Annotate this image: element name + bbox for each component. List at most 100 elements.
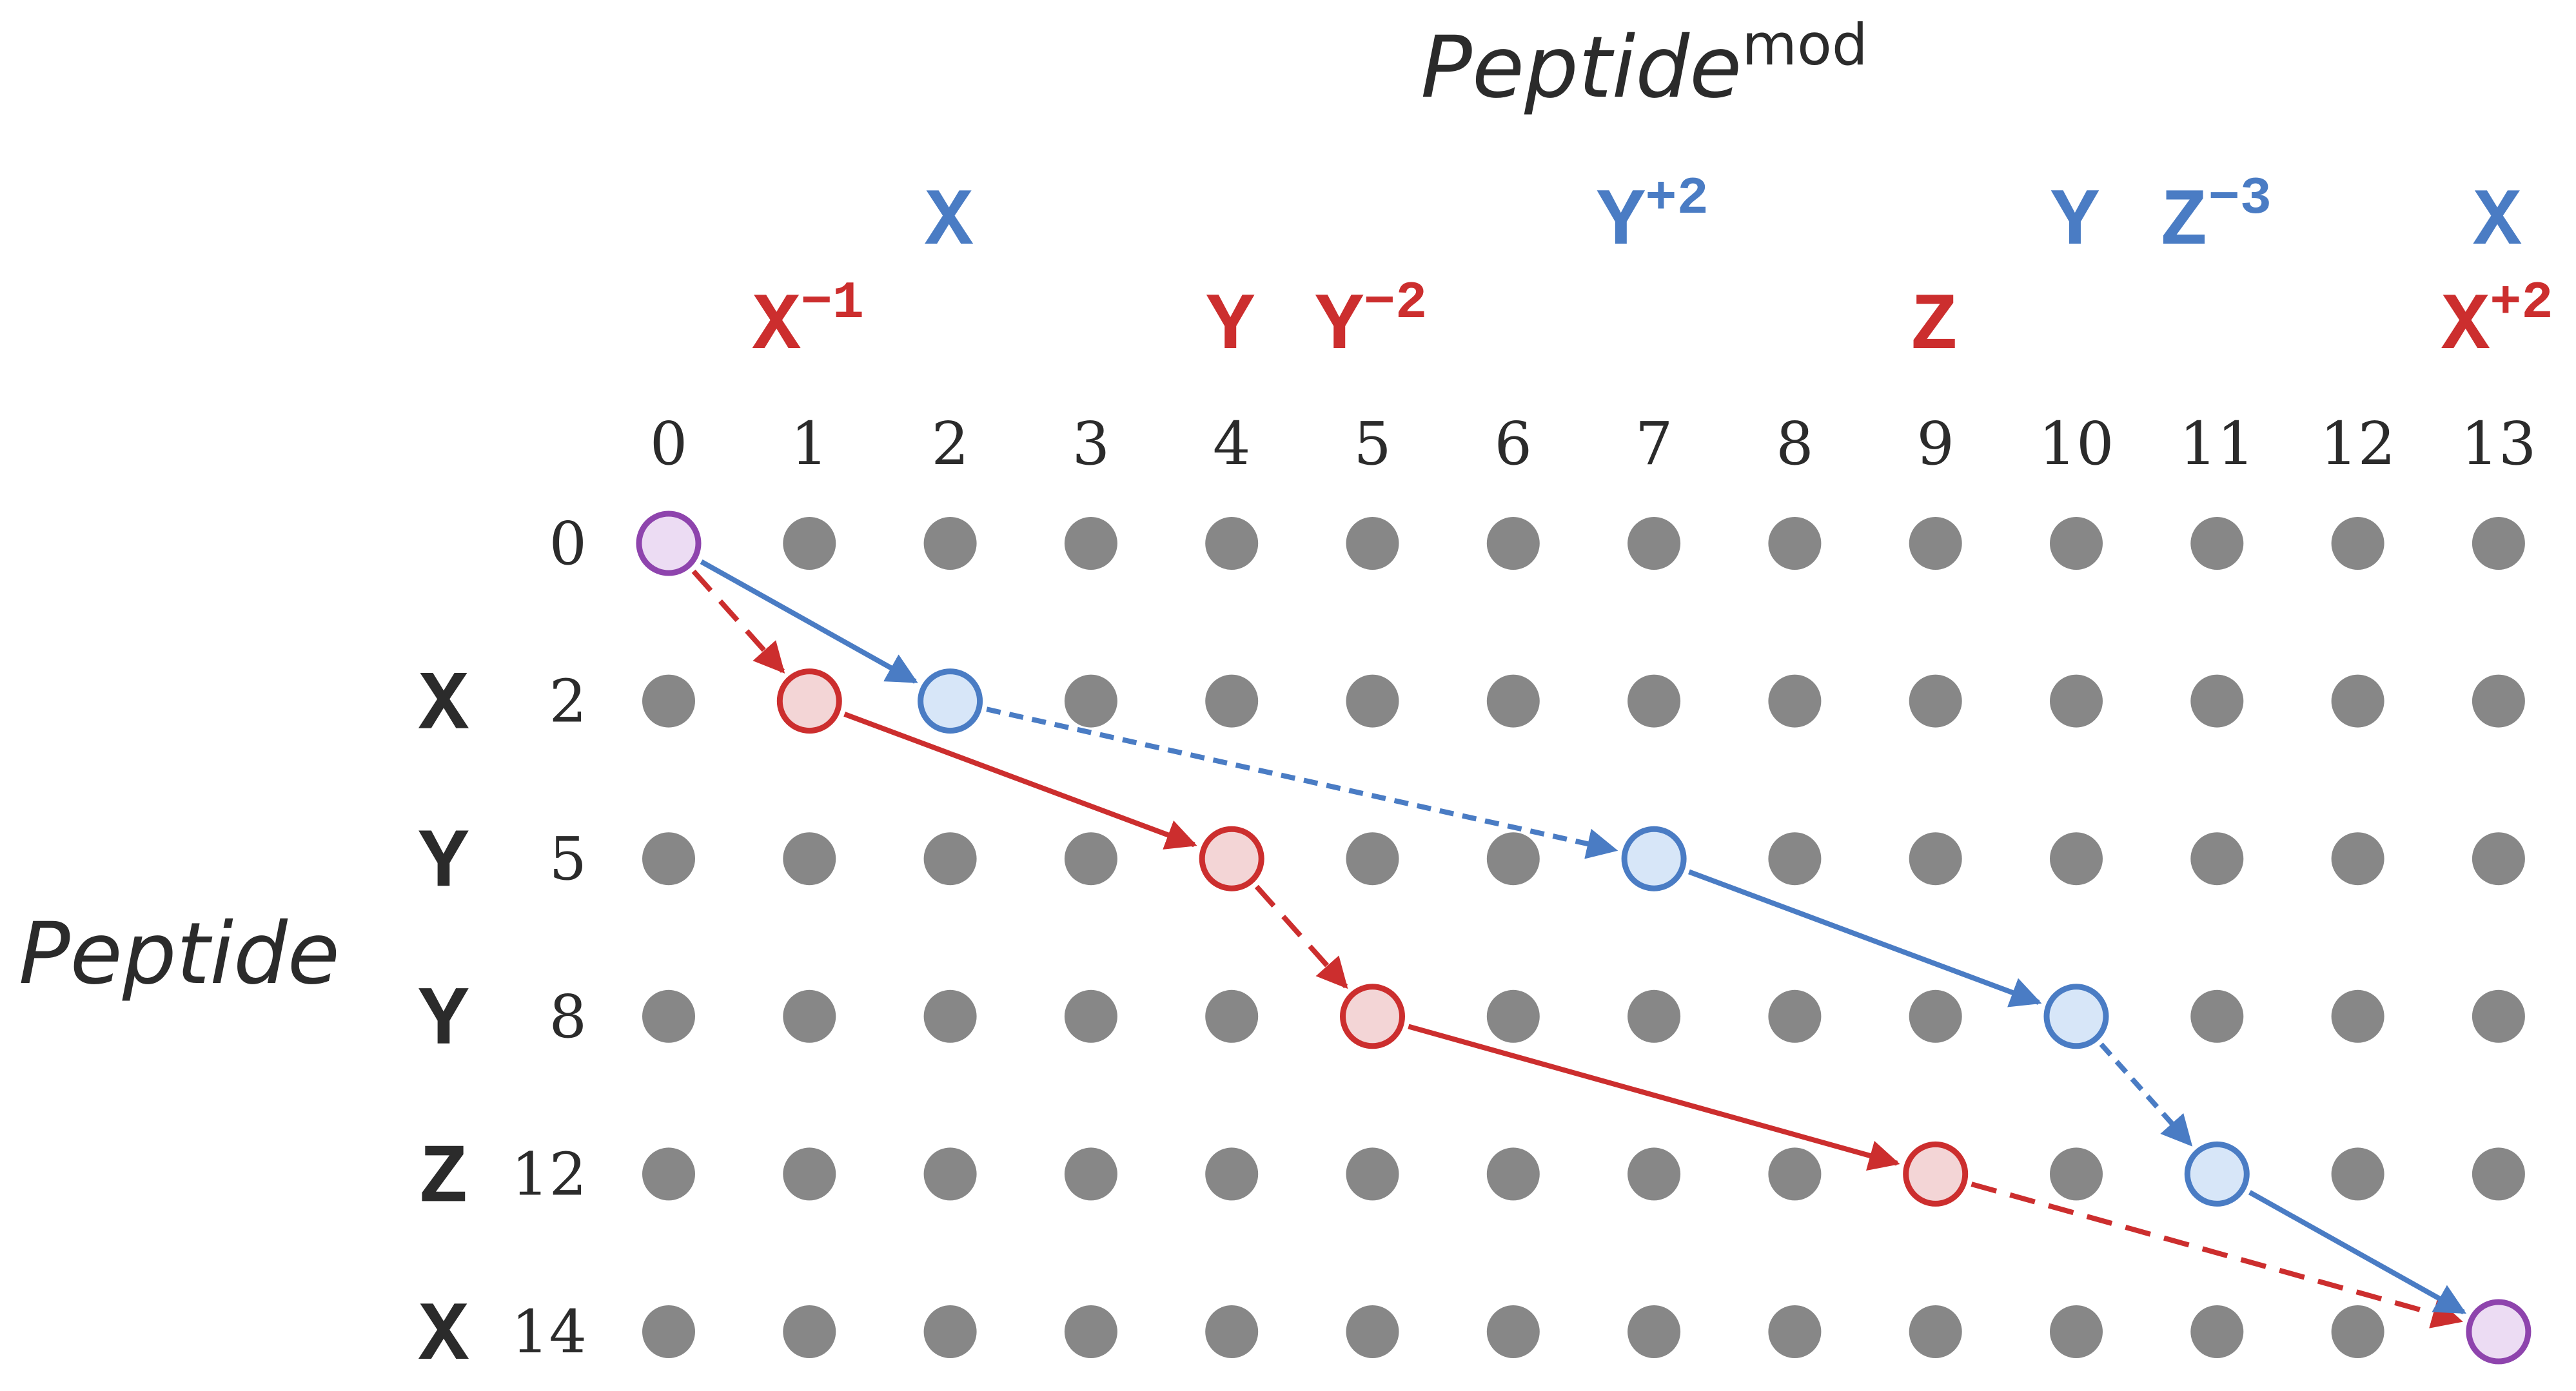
grid-dot (923, 517, 977, 570)
grid-dot (1486, 1147, 1540, 1201)
top-label-letter: X (925, 177, 974, 268)
top-label-letter: Y (1206, 281, 1255, 373)
grid-dot (1205, 517, 1259, 570)
column-index-7: 7 (1635, 409, 1673, 478)
blue-path-node (2184, 1141, 2250, 1207)
row-value-3: 8 (549, 982, 587, 1051)
top-label-blue-4: X (2473, 177, 2522, 268)
top-label-letter: X (2473, 177, 2522, 268)
grid-dot (1346, 1147, 1399, 1201)
top-label-superscript: −1 (801, 273, 864, 333)
top-label-blue-0: X (925, 177, 974, 268)
grid-dot (783, 1147, 836, 1201)
grid-dot (1205, 1147, 1259, 1201)
grid-dot (783, 517, 836, 570)
grid-dot (642, 989, 695, 1043)
start-node (636, 511, 702, 576)
grid-dot (2190, 832, 2244, 886)
grid-dot (2331, 1305, 2384, 1358)
red-path-segment-1 (843, 712, 1197, 850)
grid-dot (1768, 674, 1822, 728)
column-index-11: 11 (2179, 409, 2255, 478)
top-label-blue-1: Y+2 (1597, 169, 1708, 268)
column-index-3: 3 (1072, 409, 1110, 478)
grid-dot (1486, 1305, 1540, 1358)
top-label-letter: Z (2160, 177, 2208, 268)
grid-dot (783, 1305, 836, 1358)
grid-dot (642, 1305, 695, 1358)
row-value-4: 12 (511, 1140, 587, 1209)
red-path-segment-2 (1254, 884, 1348, 989)
end-node (2466, 1299, 2532, 1365)
blue-path-segment-2 (1688, 869, 2042, 1007)
top-label-superscript: −2 (1364, 273, 1427, 333)
row-value-2: 5 (549, 824, 587, 893)
grid-dot (2331, 674, 2384, 728)
top-label-letter: Y (1597, 177, 1645, 268)
grid-dot (1205, 989, 1259, 1043)
top-label-red-5: X−1 (752, 273, 864, 373)
grid-dot (2050, 832, 2103, 886)
grid-dot (1486, 517, 1540, 570)
grid-dot (923, 832, 977, 886)
blue-path-node (918, 668, 983, 734)
top-label-letter: Y (2050, 177, 2099, 268)
grid-dot (2190, 674, 2244, 728)
grid-dot (1768, 517, 1822, 570)
column-index-5: 5 (1353, 409, 1391, 478)
grid-dot (1346, 517, 1399, 570)
blue-path-segment-1 (986, 706, 1618, 859)
grid-dot (1627, 674, 1681, 728)
column-index-13: 13 (2461, 409, 2536, 478)
column-index-12: 12 (2320, 409, 2395, 478)
grid-dot (1064, 989, 1117, 1043)
diagram-title-superscript: mod (1742, 12, 1867, 78)
column-index-0: 0 (650, 409, 688, 478)
grid-dot (1768, 1305, 1822, 1358)
row-value-5: 14 (511, 1298, 587, 1367)
grid-dot (1768, 989, 1822, 1043)
grid-dot (2472, 1147, 2525, 1201)
column-index-4: 4 (1213, 409, 1251, 478)
top-label-red-7: Y−2 (1315, 273, 1427, 373)
grid-dot (2190, 989, 2244, 1043)
top-label-letter: X (752, 281, 801, 373)
column-index-10: 10 (2038, 409, 2114, 478)
row-letter-3: Y (418, 975, 469, 1069)
grid-dot (2331, 832, 2384, 886)
grid-dot (1768, 1147, 1822, 1201)
top-label-superscript: −3 (2208, 169, 2272, 229)
blue-path-segment-4 (2248, 1190, 2466, 1315)
grid-dot (1346, 1305, 1399, 1358)
row-letter-1: X (418, 659, 469, 754)
grid-dot (1064, 1305, 1117, 1358)
blue-path-node (2043, 984, 2109, 1049)
grid-dot (1486, 674, 1540, 728)
grid-dot (2190, 1305, 2244, 1358)
path-nodes (636, 511, 2532, 1365)
grid-dot (1909, 674, 1962, 728)
grid-dot (1909, 517, 1962, 570)
grid-dot (2472, 832, 2525, 886)
red-path-segment-4 (1971, 1182, 2463, 1328)
red-path-segment-3 (1408, 1024, 1900, 1171)
grid-dot (2190, 517, 2244, 570)
top-label-red-6: Y (1206, 281, 1255, 373)
top-label-red-8: Z (1910, 281, 1958, 373)
row-value-1: 2 (549, 667, 587, 736)
grid-dot (783, 832, 836, 886)
row-letter-2: Y (418, 817, 469, 911)
grid-dot (1205, 1305, 1259, 1358)
sequence-labels-top: X Y+2 Y Z−3 XX−1 Y Y−2 Z X+2 (752, 169, 2553, 373)
grid-dot (2050, 1147, 2103, 1201)
alignment-paths (691, 559, 2466, 1328)
column-index-9: 9 (1916, 409, 1954, 478)
grid-dot (1627, 989, 1681, 1043)
red-path-node (1903, 1141, 1969, 1207)
grid-dot (923, 1305, 977, 1358)
red-path-node (1199, 826, 1264, 891)
grid-dot (1768, 832, 1822, 886)
blue-path-segment-3 (2099, 1042, 2193, 1147)
column-index-6: 6 (1495, 409, 1533, 478)
